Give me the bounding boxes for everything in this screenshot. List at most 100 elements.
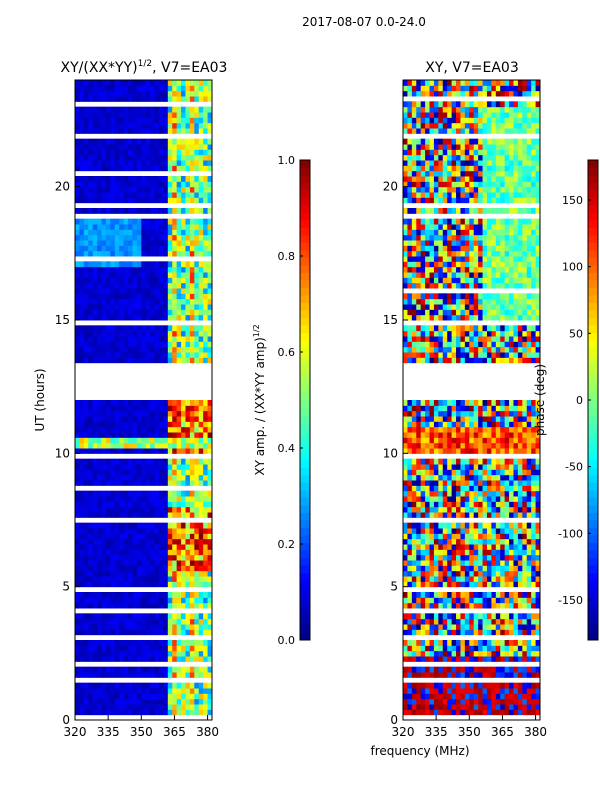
left-heatmap-cell <box>132 176 138 182</box>
right-heatmap-cell <box>447 581 453 588</box>
left-heatmap-cell <box>163 314 169 321</box>
left-heatmap-cell <box>150 709 156 716</box>
left-heatmap-cell <box>150 245 156 252</box>
left-heatmap-cell <box>97 597 103 604</box>
left-heatmap-cell <box>154 346 160 353</box>
left-heatmap-cell <box>119 261 125 268</box>
left-heatmap-cell <box>154 325 160 332</box>
left-heatmap-cell <box>150 346 156 353</box>
right-heatmap-cell <box>403 458 408 465</box>
right-heatmap-cell <box>531 474 537 481</box>
left-heatmap-cell <box>172 645 178 652</box>
left-heatmap-cell <box>167 234 173 241</box>
right-heatmap-cell <box>517 474 523 481</box>
right-heatmap-cell <box>416 352 422 358</box>
right-heatmap-cell <box>451 506 457 513</box>
left-heatmap-cell <box>194 160 200 166</box>
left-heatmap-cell <box>88 266 94 273</box>
left-heatmap-cell <box>114 538 120 545</box>
right-heatmap-cell <box>456 330 461 337</box>
left-heatmap-cell <box>88 538 94 545</box>
left-heatmap-cell <box>97 538 103 545</box>
left-heatmap-cell <box>141 341 147 348</box>
right-heatmap-cell <box>420 421 426 428</box>
left-heatmap-cell <box>207 112 213 118</box>
left-heatmap-cell <box>145 272 151 278</box>
left-heatmap-cell <box>101 85 107 92</box>
right-heatmap-cell <box>509 640 514 646</box>
left-heatmap-cell <box>132 293 138 300</box>
left-heatmap-cell <box>203 160 209 166</box>
left-heatmap-cell <box>194 645 200 652</box>
right-heatmap-cell <box>491 698 497 705</box>
right-heatmap-cell <box>451 341 457 348</box>
left-heatmap-cell <box>154 197 160 204</box>
left-heatmap-cell <box>105 224 111 230</box>
left-heatmap-cell <box>132 266 138 273</box>
left-heatmap-cell <box>97 629 103 636</box>
right-heatmap-cell <box>433 576 439 582</box>
right-heatmap-cell <box>486 480 492 486</box>
left-heatmap-cell <box>176 272 182 278</box>
left-heatmap-cell <box>181 106 186 113</box>
left-heatmap-cell <box>194 565 200 572</box>
left-heatmap-cell <box>75 656 80 662</box>
right-heatmap-cell <box>504 704 510 710</box>
right-heatmap-cell <box>411 506 417 513</box>
left-heatmap-cell <box>154 528 160 534</box>
left-heatmap-cell <box>101 272 107 278</box>
left-heatmap-cell <box>88 229 94 236</box>
left-heatmap-cell <box>176 645 182 652</box>
right-heatmap-cell <box>429 618 435 625</box>
left-heatmap-cell <box>198 208 204 214</box>
left-heatmap-cell <box>105 506 111 513</box>
right-heatmap-cell <box>495 341 501 348</box>
left-heatmap-cell <box>136 250 142 257</box>
left-heatmap-cell <box>119 218 125 225</box>
right-heatmap-cell <box>451 613 457 620</box>
left-heatmap-cell <box>194 624 200 630</box>
right-heatmap-cell <box>429 437 435 444</box>
left-heatmap-cell <box>172 544 178 550</box>
left-heatmap-cell <box>167 512 173 518</box>
right-heatmap-cell <box>500 533 506 540</box>
right-heatmap-cell <box>464 400 470 406</box>
left-heatmap-cell <box>79 709 85 716</box>
left-heatmap-cell <box>203 330 209 337</box>
right-heatmap-cell <box>425 602 431 609</box>
left-heatmap-cell <box>79 592 85 598</box>
right-heatmap-cell <box>504 512 510 518</box>
left-heatmap-cell <box>83 138 89 145</box>
left-heatmap-cell <box>119 698 125 705</box>
left-heatmap-cell <box>154 549 160 556</box>
right-heatmap-cell <box>469 357 475 364</box>
left-heatmap-cell <box>176 442 182 449</box>
right-heatmap-cell <box>456 506 461 513</box>
right-heatmap-cell <box>491 432 497 438</box>
right-heatmap-cell <box>411 336 417 342</box>
left-heatmap-cell <box>150 293 156 300</box>
right-heatmap-cell <box>469 640 475 646</box>
left-heatmap-cell <box>132 346 138 353</box>
left-heatmap-cell <box>114 80 120 86</box>
left-heatmap-cell <box>185 704 191 710</box>
right-heatmap-cell <box>486 560 492 566</box>
right-heatmap-cell <box>478 314 484 321</box>
right-heatmap-cell <box>438 474 444 481</box>
right-heatmap-cell <box>522 549 528 556</box>
right-heatmap-cell <box>425 576 431 582</box>
right-heatmap-cell <box>442 442 448 449</box>
right-heatmap-cell <box>403 442 408 449</box>
left-heatmap-cell <box>203 96 209 102</box>
right-heatmap-cell <box>460 442 466 449</box>
right-heatmap-cell <box>420 464 426 470</box>
left-heatmap-cell <box>141 272 147 278</box>
right-heatmap-cell <box>403 592 408 598</box>
left-heatmap-cell <box>185 314 191 321</box>
left-colorbar-step <box>300 250 310 258</box>
right-heatmap-cell <box>420 704 426 710</box>
left-heatmap-cell <box>145 309 151 316</box>
right-heatmap-cell <box>438 581 444 588</box>
right-heatmap-cell <box>535 416 541 422</box>
left-heatmap-cell <box>92 122 98 129</box>
